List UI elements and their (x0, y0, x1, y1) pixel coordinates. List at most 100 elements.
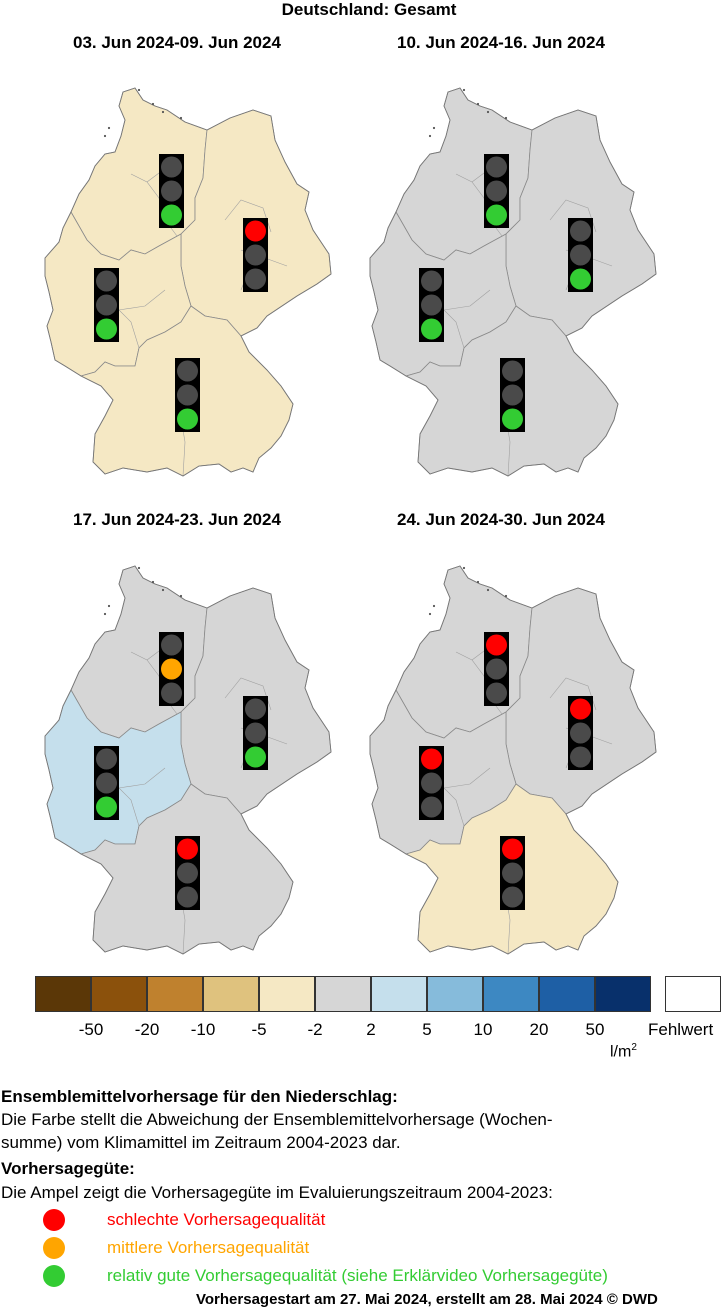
legend-text-quality: Die Ampel zeigt die Vorhersagegüte im Ev… (1, 1183, 553, 1202)
quality-dot-good (43, 1265, 65, 1287)
quality-label-medium: mittlere Vorhersagequalität (107, 1238, 310, 1257)
light-lamp-green (570, 746, 591, 768)
light-lamp-red (161, 634, 182, 656)
island-mark (161, 588, 165, 592)
light-lamp-green (96, 318, 117, 340)
germany-map (44, 565, 332, 955)
island-mark (103, 134, 107, 138)
state-border (118, 309, 140, 349)
colorbar-swatch (427, 976, 483, 1012)
quality-dot-bad (43, 1209, 65, 1231)
light-lamp-green (96, 796, 117, 818)
island-mark (107, 604, 111, 608)
light-lamp-red (502, 838, 523, 860)
light-lamp-green (177, 408, 198, 430)
light-lamp-green (421, 796, 442, 818)
colorbar-tick-label: -10 (190, 1020, 216, 1039)
light-lamp-orange (245, 722, 266, 744)
light-lamp-red (177, 838, 198, 860)
island-mark (137, 88, 141, 92)
germany-map (369, 565, 657, 955)
panel-title-2: 10. Jun 2024-16. Jun 2024 (397, 33, 605, 52)
colorbar-tick-label: -2 (307, 1020, 323, 1039)
germany-map (369, 87, 657, 477)
colorbar-tick-label: -20 (134, 1020, 160, 1039)
light-lamp-green (177, 886, 198, 908)
traffic-light-west (94, 746, 119, 820)
colorbar-swatch (91, 976, 147, 1012)
colorbar-swatch (147, 976, 203, 1012)
quality-label-bad: schlechte Vorhersagequalität (107, 1210, 326, 1229)
light-lamp-red (570, 220, 591, 242)
traffic-light-east (243, 218, 268, 292)
light-lamp-green (486, 204, 507, 226)
island-mark (428, 134, 432, 138)
traffic-light-east (568, 696, 593, 770)
map-panel-3 (35, 548, 335, 968)
light-lamp-orange (502, 384, 523, 406)
colorbar-swatch (259, 976, 315, 1012)
state-border (118, 787, 140, 827)
germany-outline (44, 87, 332, 477)
traffic-light-north (159, 632, 184, 706)
quality-dot-medium (43, 1237, 65, 1259)
island-mark (161, 110, 165, 114)
light-lamp-orange (486, 180, 507, 202)
map-panel-2 (360, 70, 660, 490)
island-mark (151, 580, 155, 584)
traffic-light-west (94, 268, 119, 342)
colorbar-tick-label: -5 (251, 1020, 267, 1039)
light-lamp-orange (96, 772, 117, 794)
traffic-light-north (484, 154, 509, 228)
map-panel-1 (35, 70, 335, 490)
light-lamp-red (570, 698, 591, 720)
germany-outline (369, 565, 657, 955)
legend-text-precip-1: Die Farbe stellt die Abweichung der Ense… (1, 1110, 553, 1129)
light-lamp-red (421, 748, 442, 770)
light-lamp-red (502, 360, 523, 382)
island-mark (432, 604, 436, 608)
island-mark (476, 580, 480, 584)
colorbar-swatch (595, 976, 651, 1012)
island-mark (462, 566, 466, 570)
colorbar-swatch (539, 976, 595, 1012)
footer-text: Vorhersagestart am 27. Mai 2024, erstell… (196, 1291, 658, 1308)
colorbar-tick-label: 50 (585, 1020, 605, 1039)
panel-title-4: 24. Jun 2024-30. Jun 2024 (397, 510, 605, 529)
germany-map (44, 87, 332, 477)
light-lamp-red (96, 270, 117, 292)
traffic-light-south (500, 358, 525, 432)
island-mark (179, 116, 183, 120)
island-mark (462, 88, 466, 92)
light-lamp-red (96, 748, 117, 770)
light-lamp-orange (161, 658, 182, 680)
germany-outline (44, 565, 332, 955)
light-lamp-green (502, 886, 523, 908)
traffic-light-south (500, 836, 525, 910)
island-mark (137, 566, 141, 570)
light-lamp-orange (96, 294, 117, 316)
main-title: Deutschland: Gesamt (281, 0, 457, 19)
colorbar-tick-label: 20 (529, 1020, 549, 1039)
island-mark (476, 102, 480, 106)
colorbar-tick-label: 5 (422, 1020, 432, 1039)
traffic-light-south (175, 358, 200, 432)
light-lamp-green (161, 204, 182, 226)
light-lamp-red (486, 156, 507, 178)
colorbar-unit: l/m2 (610, 1042, 637, 1061)
colorbar-swatch (483, 976, 539, 1012)
light-lamp-green (486, 682, 507, 704)
panel-title-1: 03. Jun 2024-09. Jun 2024 (73, 33, 281, 52)
light-lamp-green (161, 682, 182, 704)
light-lamp-orange (486, 658, 507, 680)
legend-text-precip-2: summe) vom Klimamittel im Zeitraum 2004-… (1, 1133, 401, 1152)
light-lamp-green (502, 408, 523, 430)
light-lamp-red (177, 360, 198, 382)
island-mark (151, 102, 155, 106)
light-lamp-green (570, 268, 591, 290)
panel-title-3: 17. Jun 2024-23. Jun 2024 (73, 510, 281, 529)
light-lamp-orange (177, 384, 198, 406)
island-mark (486, 588, 490, 592)
colorbar-swatch (35, 976, 91, 1012)
germany-outline (369, 87, 657, 477)
